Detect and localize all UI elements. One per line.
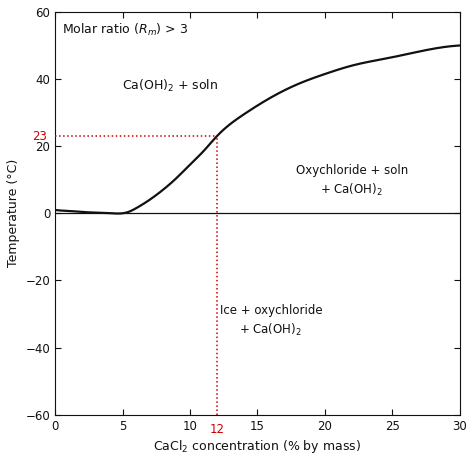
Text: 23: 23 (32, 130, 47, 143)
Text: Ice + oxychloride
+ Ca(OH)$_2$: Ice + oxychloride + Ca(OH)$_2$ (219, 304, 322, 338)
Text: Oxychloride + soln
+ Ca(OH)$_2$: Oxychloride + soln + Ca(OH)$_2$ (296, 164, 408, 198)
X-axis label: CaCl$_2$ concentration (% by mass): CaCl$_2$ concentration (% by mass) (154, 438, 361, 455)
Text: 12: 12 (210, 423, 224, 436)
Text: Molar ratio ($R_m$) > 3: Molar ratio ($R_m$) > 3 (62, 22, 188, 38)
Text: Ca(OH)$_2$ + soln: Ca(OH)$_2$ + soln (121, 78, 218, 94)
Y-axis label: Temperature (°C): Temperature (°C) (7, 159, 20, 267)
